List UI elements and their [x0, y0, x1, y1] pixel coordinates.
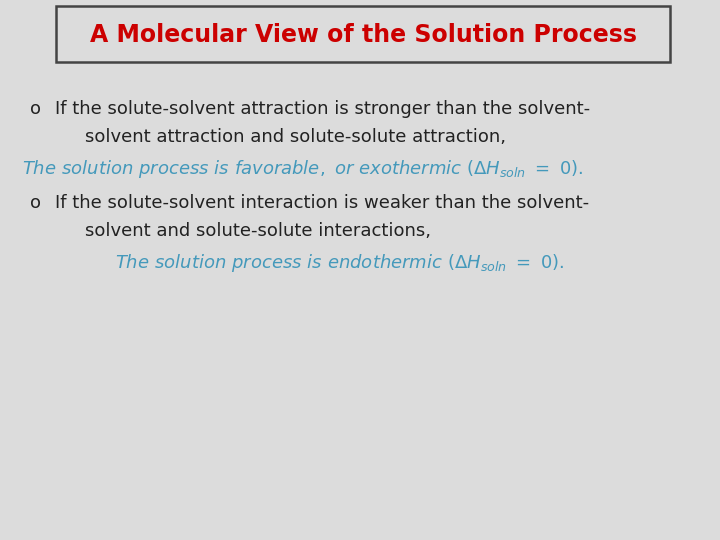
Text: solvent and solute-solute interactions,: solvent and solute-solute interactions, — [85, 222, 431, 240]
Text: If the solute-solvent attraction is stronger than the solvent-: If the solute-solvent attraction is stro… — [55, 100, 590, 118]
Text: solvent attraction and solute-solute attraction,: solvent attraction and solute-solute att… — [85, 128, 506, 146]
Text: $\mathit{The\ solution\ process\ is\ favorable,\ or\ exothermic\ (\Delta H_{soln: $\mathit{The\ solution\ process\ is\ fav… — [22, 158, 583, 180]
Text: A Molecular View of the Solution Process: A Molecular View of the Solution Process — [89, 23, 636, 47]
Text: If the solute-solvent interaction is weaker than the solvent-: If the solute-solvent interaction is wea… — [55, 194, 589, 212]
Text: o: o — [30, 100, 41, 118]
Text: $\mathit{The\ solution\ process\ is\ endothermic\ (\Delta H_{soln}\ =\ 0).}$: $\mathit{The\ solution\ process\ is\ end… — [115, 252, 564, 274]
Text: o: o — [30, 194, 41, 212]
